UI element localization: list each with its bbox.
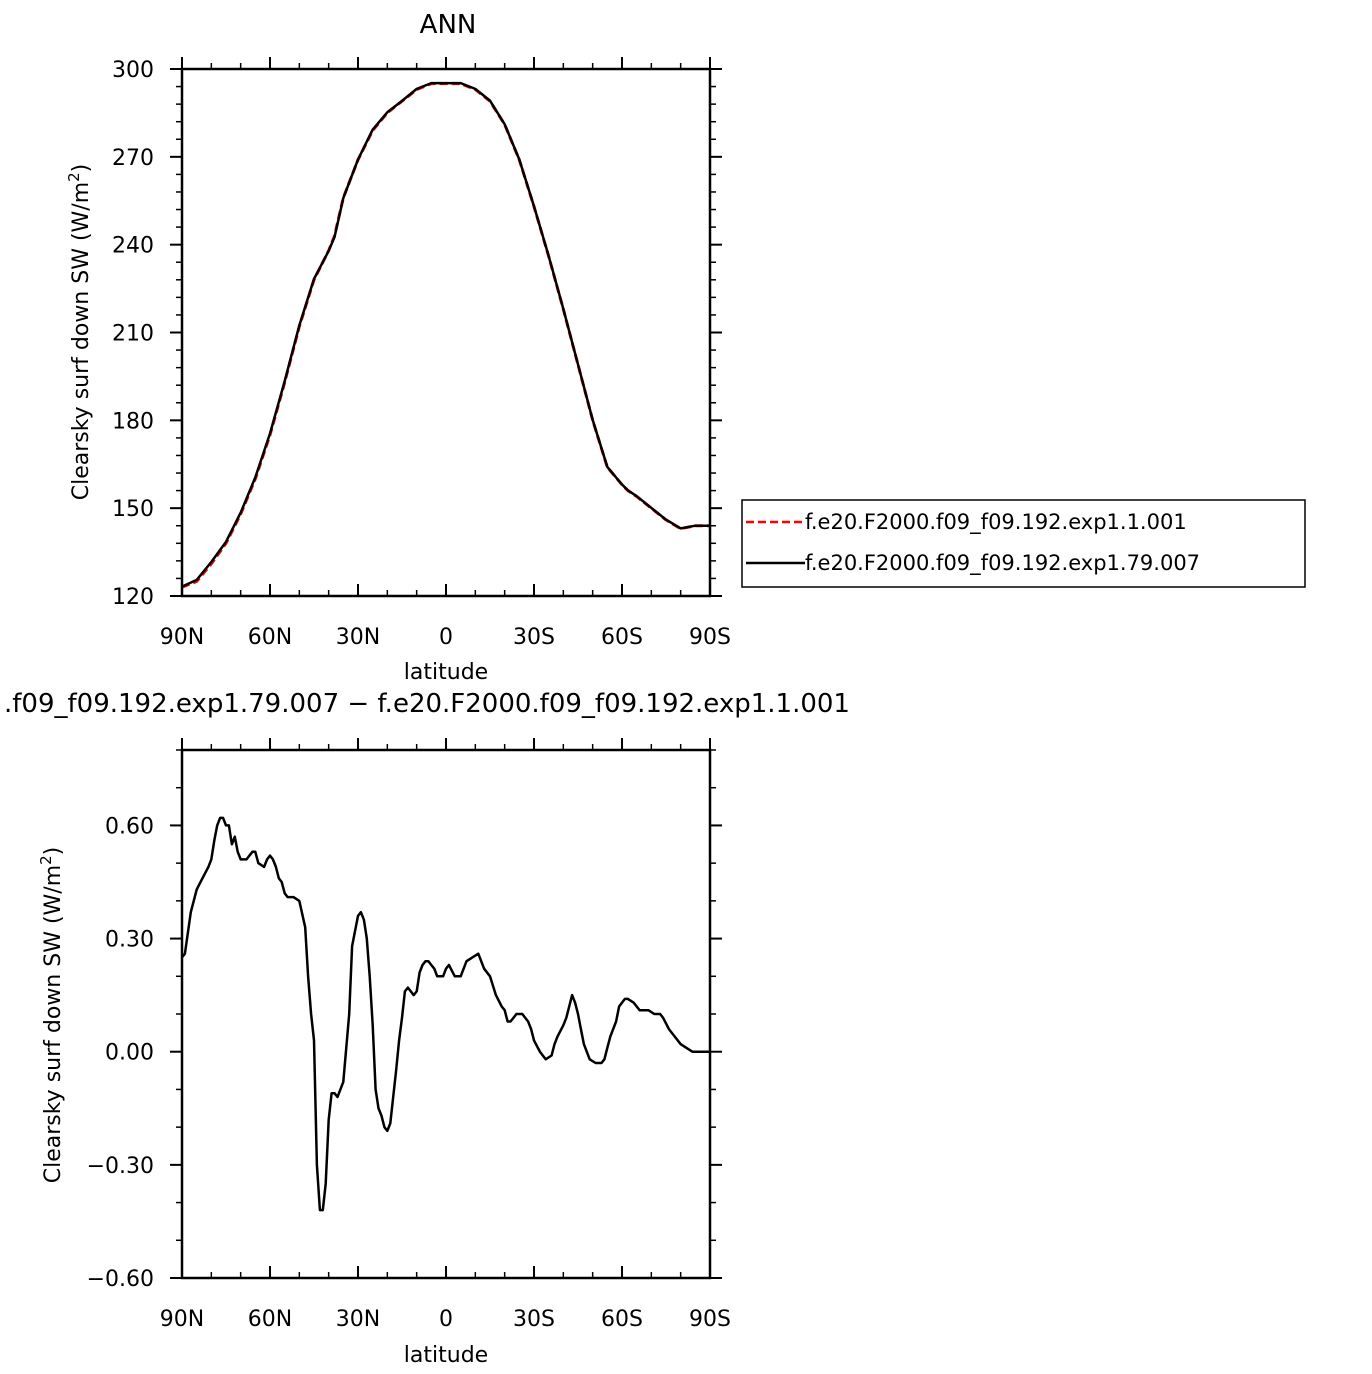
top-chart-ylabel: Clearsky surf down SW (W/m2) [65,164,94,501]
top-chart-xlabel: latitude [404,660,488,685]
bottom-chart-ylabel: Clearsky surf down SW (W/m2) [37,847,66,1184]
bottom-ticks: 90N 60N 30N 0 30S 60S 90S −0.60 −0.30 0.00 0.30 0.6… [87,738,731,1332]
bottom-x-tick-label: 0 [439,1307,453,1332]
top-series-line-1 [181,82,710,589]
top-x-tick-label: 60S [601,625,643,650]
bottom-y-tick-label: 0.60 [105,814,154,839]
top-y-tick-label: 270 [112,146,154,171]
top-y-tick-label: 210 [112,322,154,347]
top-y-tick-label: 180 [112,409,154,434]
legend-box [741,499,1306,588]
bottom-y-tick-label: 0.30 [105,928,154,953]
bottom-chart: .f09_f09.192.exp1.79.007 − f.e20.F2000.f… [4,689,850,1368]
bottom-y-tick-label: −0.60 [87,1267,154,1292]
top-x-tick-label: 60N [248,625,292,650]
top-plot-lines [181,81,710,589]
bottom-chart-xlabel: latitude [404,1343,488,1368]
bottom-x-tick-label: 60N [248,1307,292,1332]
top-series-line-2 [181,81,710,588]
bottom-x-tick-label: 60S [601,1307,643,1332]
legend-label-series-2: f.e20.F2000.f09_f09.192.exp1.79.007 [805,551,1200,576]
top-ticks: 90N 60N 30N 0 30S 60S 90S 120 150 180 210 240 270 300 [112,57,731,650]
bottom-x-tick-label: 90S [689,1307,731,1332]
top-chart-title: ANN [420,10,477,40]
bottom-y-tick-label: 0.00 [105,1041,154,1066]
top-x-tick-label: 90S [689,625,731,650]
bottom-chart-title: .f09_f09.192.exp1.79.007 − f.e20.F2000.f… [4,689,850,719]
bottom-x-tick-label: 30S [513,1307,555,1332]
top-x-tick-label: 90N [160,625,204,650]
bottom-plot-frame [180,748,712,1280]
top-x-tick-label: 30S [513,625,555,650]
top-y-tick-label: 300 [112,58,154,83]
bottom-plot-lines [181,816,710,1212]
top-y-tick-label: 240 [112,234,154,259]
top-x-tick-label: 30N [336,625,380,650]
top-y-tick-label: 120 [112,585,154,610]
bottom-y-tick-label: −0.30 [87,1154,154,1179]
top-plot-frame [180,67,712,598]
top-x-tick-label: 0 [439,625,453,650]
bottom-x-tick-label: 30N [336,1307,380,1332]
legend-label-series-1: f.e20.F2000.f09_f09.192.exp1.1.001 [805,510,1187,535]
bottom-series-line-1 [181,816,710,1212]
bottom-x-tick-label: 90N [160,1307,204,1332]
top-chart: ANN 90N 60N 30N 0 30S 60S 90S 120 150 180 210 240 27… [65,10,731,685]
top-y-tick-label: 150 [112,497,154,522]
legend: f.e20.F2000.f09_f09.192.exp1.1.001 f.e20… [741,499,1306,588]
